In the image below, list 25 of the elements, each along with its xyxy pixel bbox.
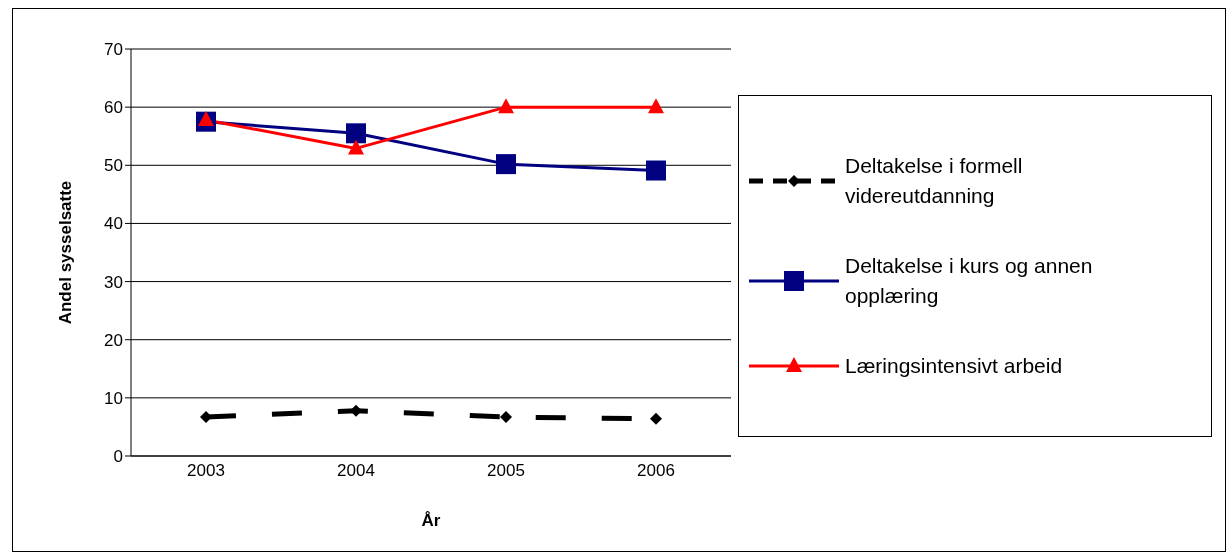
point: [496, 154, 516, 175]
y-tick-label: 10: [104, 388, 123, 408]
y-tick-label: 50: [104, 156, 123, 176]
y-tick-label: 60: [104, 98, 123, 118]
x-tick-label: 2006: [637, 461, 675, 481]
legend-label: Læringsintensivt arbeid: [845, 353, 1064, 379]
y-tick-label: 20: [104, 330, 123, 350]
x-tick-label: 2004: [337, 461, 375, 481]
point: [650, 412, 662, 425]
legend-label: Deltakelse i formell videreutdanning: [845, 153, 1024, 209]
y-axis-title: Andel sysselsatte: [56, 180, 76, 325]
y-tick-label: 0: [113, 447, 123, 467]
y-tick-label: 30: [104, 272, 123, 292]
point: [500, 411, 512, 424]
y-tick-label: 40: [104, 214, 123, 234]
point: [646, 160, 666, 181]
x-tick-label: 2005: [487, 461, 525, 481]
point: [348, 139, 364, 155]
point: [498, 98, 514, 114]
legend-label: Deltakelse i kurs og annen opplæring: [845, 253, 1094, 309]
point: [648, 98, 664, 114]
y-tick-label: 70: [104, 40, 123, 60]
point: [346, 123, 366, 144]
x-axis-title: År: [421, 511, 441, 530]
x-tick-label: 2003: [187, 461, 225, 481]
